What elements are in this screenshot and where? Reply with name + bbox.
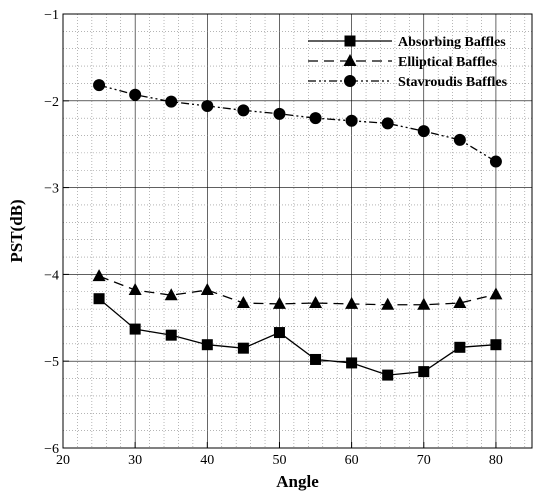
y-tick-label: −4	[44, 268, 59, 283]
data-point-circle	[309, 112, 322, 125]
data-point-square	[382, 369, 394, 381]
legend-label: Absorbing Baffles	[398, 35, 506, 50]
legend-item: Absorbing Baffles	[308, 35, 506, 50]
data-point-square	[454, 341, 466, 353]
data-point-triangle	[453, 296, 467, 309]
y-tick-label: −6	[44, 442, 59, 457]
data-point-square	[237, 342, 249, 354]
data-point-triangle	[236, 296, 250, 309]
data-point-circle	[489, 155, 502, 168]
data-point-triangle	[381, 297, 395, 310]
x-tick-label: 20	[56, 453, 70, 468]
data-point-circle	[273, 107, 286, 120]
y-tick-label: −1	[44, 8, 59, 23]
data-point-triangle	[128, 283, 142, 296]
data-point-square	[310, 353, 322, 365]
data-point-square	[273, 327, 285, 339]
data-point-circle	[201, 100, 214, 113]
plot-frame	[62, 13, 533, 449]
legend: Absorbing Baffles Elliptical Baffles Stavr…	[308, 35, 508, 90]
y-tick-label: −2	[44, 95, 59, 110]
data-point-circle	[381, 117, 394, 130]
data-point-circle	[417, 125, 430, 138]
x-tick-label: 40	[200, 453, 214, 468]
data-point-triangle	[309, 296, 323, 309]
data-point-circle	[345, 114, 358, 127]
data-point-triangle	[164, 288, 178, 301]
legend-item: Stavroudis Baffles	[308, 75, 508, 90]
data-point-square	[129, 323, 141, 335]
series-line	[98, 275, 497, 306]
series-line	[98, 84, 497, 163]
y-tick-label: −5	[44, 355, 59, 370]
data-point-triangle	[345, 296, 359, 309]
data-point-circle	[165, 95, 178, 108]
y-tick-label: −3	[44, 182, 59, 197]
data-point-square	[201, 339, 213, 351]
x-tick-label: 50	[272, 453, 286, 468]
data-point-square	[165, 329, 177, 341]
series-square	[93, 293, 502, 381]
data-point-triangle	[92, 269, 106, 282]
data-point-triangle	[272, 296, 286, 309]
data-point-triangle	[417, 297, 431, 310]
y-axis-label: PST(dB)	[7, 199, 26, 262]
legend-label: Elliptical Baffles	[398, 55, 498, 70]
legend-item: Elliptical Baffles	[308, 54, 498, 70]
data-point-circle	[453, 133, 466, 146]
legend-marker-square	[344, 35, 356, 47]
series-circle	[93, 79, 502, 168]
legend-marker-circle	[344, 75, 356, 87]
data-point-square	[93, 293, 105, 305]
series-line	[98, 298, 496, 376]
data-point-square	[490, 339, 502, 351]
x-tick-label: 70	[417, 453, 431, 468]
x-tick-label: 30	[128, 453, 142, 468]
x-tick-label: 80	[489, 453, 503, 468]
legend-marker-triangle	[343, 54, 357, 66]
legend-label: Stavroudis Baffles	[398, 75, 508, 90]
data-point-circle	[129, 88, 142, 101]
data-point-triangle	[200, 283, 214, 296]
data-point-square	[418, 366, 430, 378]
x-axis-label: Angle	[276, 472, 319, 491]
data-point-triangle	[489, 287, 503, 300]
data-point-square	[346, 357, 358, 369]
data-point-circle	[93, 79, 106, 92]
series-layer	[92, 79, 503, 381]
tick-layer: 20 30 40 50 60 70 80 −6 −5 −4 −3 −2 −1	[44, 8, 503, 468]
x-tick-label: 60	[345, 453, 359, 468]
data-point-circle	[237, 104, 250, 117]
series-triangle	[92, 269, 503, 310]
